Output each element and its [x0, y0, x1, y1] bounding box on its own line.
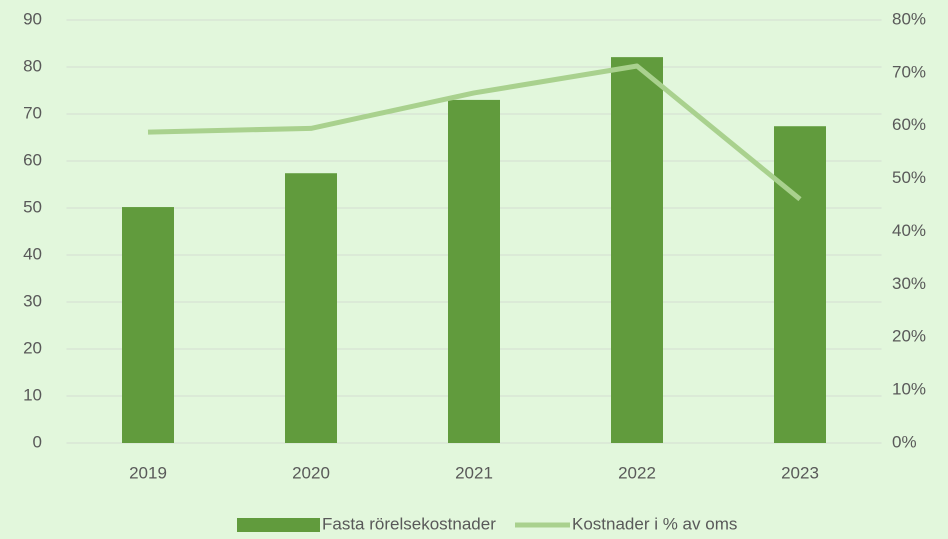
y-tick-label: 80: [23, 56, 42, 75]
y-tick-label: 40: [23, 244, 42, 263]
bar: [774, 126, 826, 443]
y2-tick-label: 0%: [892, 432, 917, 451]
y2-tick-label: 70%: [892, 62, 926, 81]
x-tick-label: 2021: [455, 463, 493, 482]
y2-tick-label: 80%: [892, 9, 926, 28]
legend-label: Kostnader i % av oms: [572, 514, 737, 533]
x-tick-label: 2022: [618, 463, 656, 482]
y-tick-label: 50: [23, 197, 42, 216]
bar: [285, 173, 337, 443]
x-tick-label: 2023: [781, 463, 819, 482]
bar: [611, 57, 663, 443]
y2-tick-label: 50%: [892, 168, 926, 187]
y2-tick-label: 60%: [892, 115, 926, 134]
y2-tick-label: 40%: [892, 221, 926, 240]
bar: [448, 99, 500, 444]
y2-tick-label: 10%: [892, 380, 926, 399]
y-tick-label: 0: [33, 432, 42, 451]
y-tick-label: 60: [23, 150, 42, 169]
bar: [122, 207, 174, 443]
x-tick-label: 2019: [129, 463, 167, 482]
y2-tick-label: 30%: [892, 274, 926, 293]
y-tick-label: 90: [23, 9, 42, 28]
y-tick-label: 10: [23, 385, 42, 404]
legend-swatch: [237, 518, 320, 532]
y-tick-label: 20: [23, 338, 42, 357]
legend-label: Fasta rörelsekostnader: [322, 514, 496, 533]
y2-tick-label: 20%: [892, 327, 926, 346]
line: [147, 63, 802, 202]
x-tick-label: 2020: [292, 463, 330, 482]
y-tick-label: 70: [23, 103, 42, 122]
y-tick-label: 30: [23, 291, 42, 310]
